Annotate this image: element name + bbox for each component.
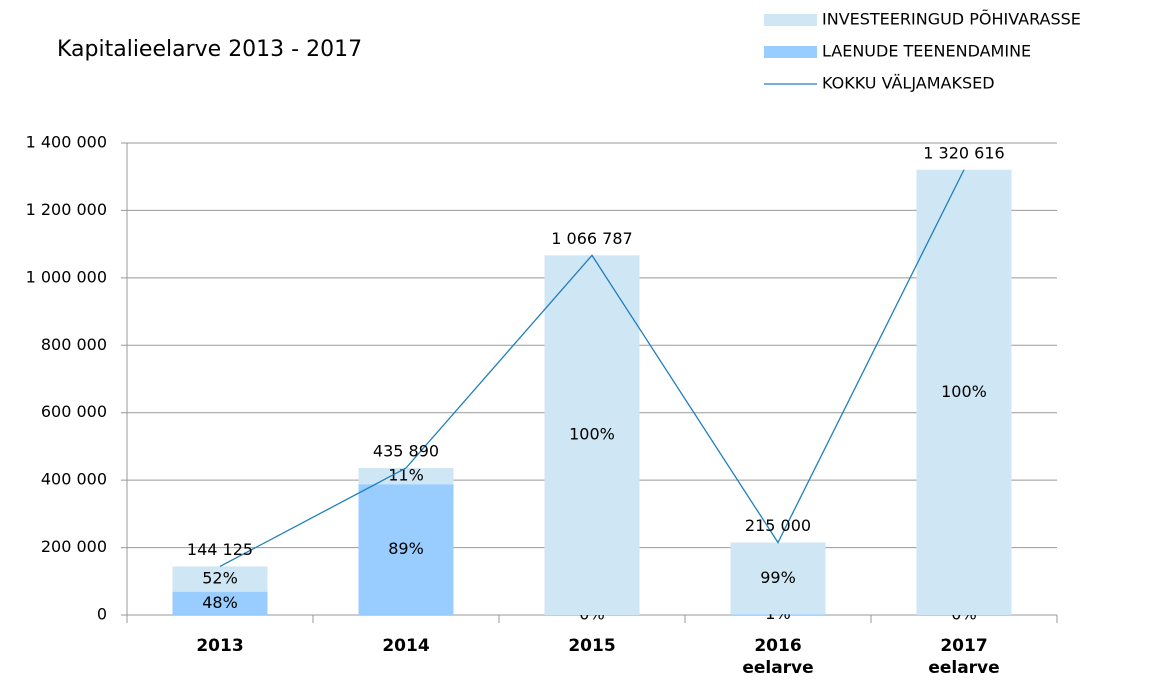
bar-segment: [172, 566, 268, 592]
bar-segment: [916, 169, 1012, 616]
data-label: 435 890: [373, 442, 439, 461]
y-tick-label: 1 200 000: [26, 200, 107, 219]
y-tick-label: 600 000: [41, 402, 107, 421]
legend-label: KOKKU VÄLJAMAKSED: [822, 74, 995, 93]
x-tick-label: 2016 eelarve: [742, 636, 814, 678]
bar-segment: [358, 484, 454, 615]
share-label: 100%: [941, 382, 987, 401]
share-label: 89%: [388, 539, 424, 558]
data-label: 144 125: [187, 540, 253, 559]
y-tick-label: 1 000 000: [26, 267, 107, 286]
x-tick-label: 2014: [382, 636, 430, 656]
bar-segment: [544, 255, 640, 615]
x-tick-label: 2013: [196, 636, 244, 656]
y-tick-label: 200 000: [41, 537, 107, 556]
chart-title: Kapitalieelarve 2013 - 2017: [57, 37, 362, 62]
share-label: 52%: [202, 569, 238, 588]
legend-label: LAENUDE TEENENDAMINE: [822, 42, 1031, 61]
share-label: 48%: [202, 593, 238, 612]
x-tick-label: 2017 eelarve: [928, 636, 1000, 678]
bar-segment: [730, 542, 826, 615]
y-tick-label: 400 000: [41, 470, 107, 489]
bar-segment: [172, 591, 268, 615]
y-tick-label: 800 000: [41, 335, 107, 354]
legend-swatch: [764, 14, 817, 26]
data-label: 1 066 787: [551, 229, 632, 248]
x-tick-label: 2015: [568, 636, 616, 656]
data-label: 215 000: [745, 516, 811, 535]
legend-label: INVESTEERINGUD PÕHIVARASSE: [822, 10, 1081, 29]
share-label: 99%: [760, 568, 796, 587]
share-label: 11%: [388, 466, 424, 485]
y-tick-label: 1 400 000: [26, 133, 107, 152]
data-label: 1 320 616: [923, 143, 1004, 162]
legend-swatch: [764, 46, 817, 58]
bar-segment: [730, 614, 826, 615]
share-label: 100%: [569, 425, 615, 444]
line: [219, 169, 965, 567]
y-tick-label: 0: [97, 605, 107, 624]
